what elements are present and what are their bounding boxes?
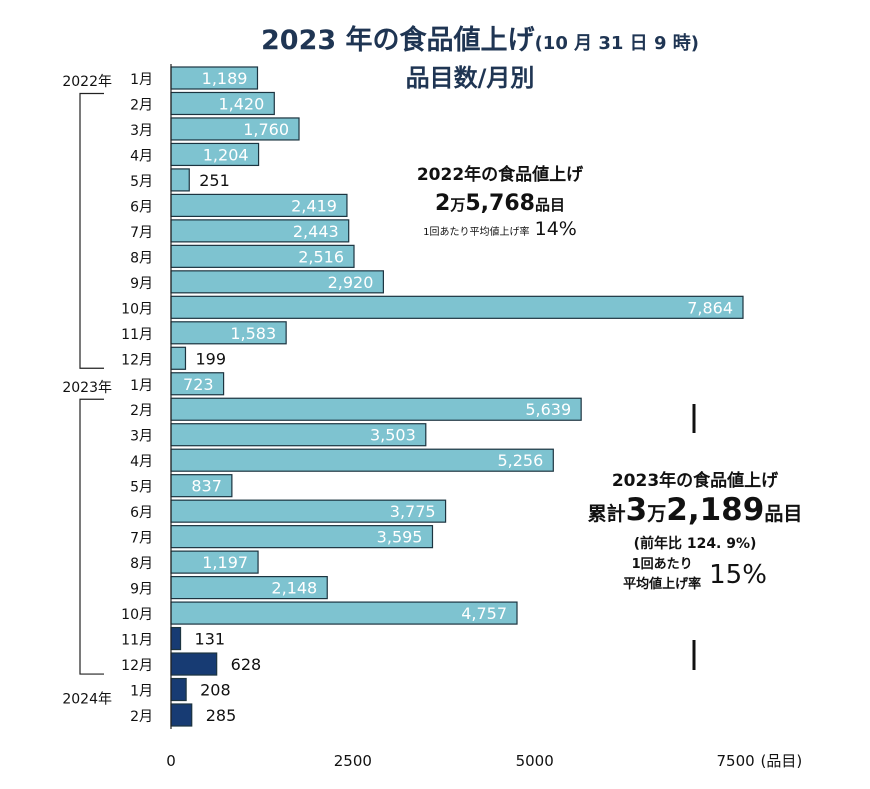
month-label: 12月 <box>121 658 153 674</box>
month-label: 4月 <box>130 454 153 470</box>
data-label: 2,920 <box>328 273 374 292</box>
note-2022-title: 2022年の食品値上げ <box>416 165 584 185</box>
year-bracket <box>79 92 104 369</box>
data-label: 208 <box>200 681 231 700</box>
data-label: 4,757 <box>461 604 507 623</box>
data-label: 837 <box>191 477 222 496</box>
month-label: 1月 <box>130 378 153 394</box>
month-label: 2月 <box>130 709 153 725</box>
month-label: 7月 <box>130 225 153 241</box>
data-label: 3,775 <box>390 502 436 521</box>
note-2022-rate: 1回あたり平均値上げ率 14% <box>380 218 620 240</box>
month-label: 2月 <box>130 97 153 113</box>
data-label: 199 <box>195 349 226 368</box>
note-2023-rate: 1回あたり平均値上げ率 15% <box>550 555 840 595</box>
x-unit-label: (品目) <box>761 752 803 770</box>
data-label: 285 <box>206 706 237 725</box>
month-label: 11月 <box>121 327 153 343</box>
rate-label-1: 1回あたり <box>631 557 693 572</box>
total-prefix: 累計 <box>587 503 626 525</box>
title-sub: (10 月 31 日 9 時) <box>534 33 699 54</box>
data-label: 1,204 <box>203 145 249 164</box>
month-label: 5月 <box>130 174 153 190</box>
year-bracket <box>79 398 104 675</box>
month-label: 12月 <box>121 352 153 368</box>
bar <box>170 652 218 676</box>
data-label: 628 <box>231 655 262 674</box>
month-label: 7月 <box>130 531 153 547</box>
bar <box>170 397 582 421</box>
bar <box>170 346 187 370</box>
total-man: 万 <box>450 196 466 214</box>
data-label: 2,148 <box>271 579 317 598</box>
x-tick-label: 2500 <box>334 752 372 770</box>
data-label: 7,864 <box>687 298 733 317</box>
data-label: 2,443 <box>293 222 339 241</box>
x-tick-label: 0 <box>166 752 176 770</box>
note-2023-yoy: (前年比 124. 9%) <box>633 536 757 552</box>
month-label: 3月 <box>130 123 153 139</box>
year-label: 2022年 <box>62 74 112 90</box>
total-man: 万 <box>647 503 667 525</box>
x-tick-label: 7500 <box>717 752 755 770</box>
total-unit: 品目 <box>534 196 565 214</box>
bar <box>170 626 182 651</box>
data-label: 131 <box>195 630 226 649</box>
x-tick-label: 5000 <box>516 752 554 770</box>
title-main: 2023 年の食品値上げ <box>261 25 535 56</box>
rate-value: 15% <box>709 560 767 590</box>
rate-value: 14% <box>534 218 577 240</box>
note-2022: 2022年の食品値上げ 2万5,768品目 1回あたり平均値上げ率 14% <box>380 160 620 240</box>
month-label: 6月 <box>130 199 153 215</box>
data-label: 1,760 <box>243 120 289 139</box>
data-label: 3,595 <box>377 528 423 547</box>
chart-subtitle: 品目数/月別 <box>405 64 535 92</box>
total-b: 5,768 <box>465 191 535 216</box>
data-label: 2,516 <box>298 247 344 266</box>
bar <box>170 168 190 192</box>
data-label: 1,583 <box>230 324 276 343</box>
month-label: 5月 <box>130 480 153 496</box>
month-label: 1月 <box>130 684 153 700</box>
data-label: 1,189 <box>202 69 248 88</box>
data-label: 2,419 <box>291 196 337 215</box>
year-label: 2023年 <box>62 380 112 396</box>
chart-title: 2023 年の食品値上げ(10 月 31 日 9 時) <box>0 18 870 57</box>
month-label: 10月 <box>121 301 153 317</box>
data-label: 1,197 <box>202 553 248 572</box>
month-label: 10月 <box>121 607 153 623</box>
total-unit: 品目 <box>764 503 803 525</box>
bar <box>170 448 554 472</box>
note-2023-title: 2023年の食品値上げ <box>611 471 779 491</box>
month-label: 2月 <box>130 403 153 419</box>
total-b: 2,189 <box>666 492 765 528</box>
year-label: 2024年 <box>62 692 112 708</box>
note-2023: 2023年の食品値上げ 累計3万2,189品目 (前年比 124. 9%) 1回… <box>550 466 840 595</box>
month-label: 6月 <box>130 505 153 521</box>
month-label: 11月 <box>121 633 153 649</box>
data-label: 251 <box>199 171 230 190</box>
data-label: 5,256 <box>497 451 543 470</box>
data-label: 1,420 <box>218 94 264 113</box>
bar <box>170 295 744 319</box>
month-label: 3月 <box>130 429 153 445</box>
month-label: 9月 <box>130 582 153 598</box>
rate-label-2: 平均値上げ率 <box>623 577 702 592</box>
data-label: 723 <box>183 375 214 394</box>
data-label: 5,639 <box>525 400 571 419</box>
note-2023-total: 累計3万2,189品目 <box>550 491 840 533</box>
total-a: 3 <box>625 492 648 528</box>
month-label: 4月 <box>130 148 153 164</box>
month-label: 9月 <box>130 276 153 292</box>
month-label: 8月 <box>130 556 153 572</box>
bar <box>170 703 193 727</box>
note-2022-total: 2万5,768品目 <box>380 191 620 216</box>
month-label: 1月 <box>130 72 153 88</box>
bar <box>170 677 187 702</box>
total-a: 2 <box>435 191 451 216</box>
rate-label: 1回あたり平均値上げ率 <box>423 227 530 238</box>
data-label: 3,503 <box>370 426 416 445</box>
month-label: 8月 <box>130 250 153 266</box>
